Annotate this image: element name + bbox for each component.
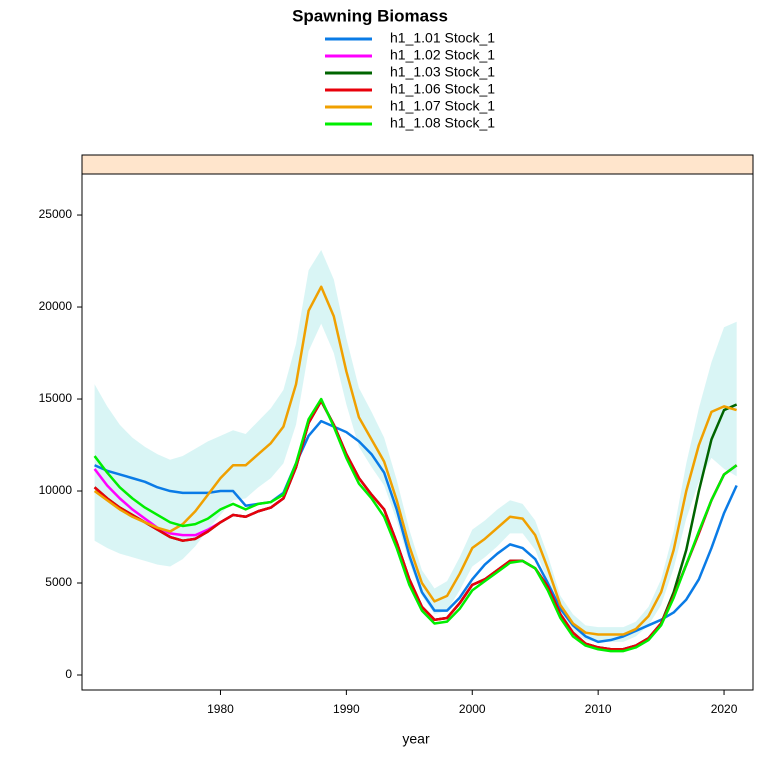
legend-label: h1_1.07 Stock_1: [390, 98, 495, 114]
y-tick-label: 5000: [45, 575, 72, 589]
x-tick-label: 1990: [333, 702, 360, 716]
legend-label: h1_1.02 Stock_1: [390, 47, 495, 63]
x-axis-label: year: [402, 731, 430, 747]
plot-frame: [81, 173, 754, 691]
series-line: [93, 285, 737, 636]
legend-label: h1_1.01 Stock_1: [390, 30, 495, 46]
x-tick-label: 2020: [711, 702, 738, 716]
y-tick-label: 25000: [39, 207, 73, 221]
y-tick-label: 0: [65, 667, 72, 681]
series-line: [93, 399, 738, 651]
x-tick-label: 1980: [207, 702, 234, 716]
x-tick-label: 2010: [585, 702, 612, 716]
series-line: [93, 397, 738, 653]
panel-strip: [81, 154, 754, 175]
chart-title: Spawning Biomass: [292, 6, 448, 25]
y-tick-label: 20000: [39, 299, 73, 313]
plot-area: [93, 249, 738, 653]
series-line: [94, 419, 738, 644]
legend-label: h1_1.06 Stock_1: [390, 81, 495, 97]
y-tick-label: 10000: [39, 483, 73, 497]
legend-label: h1_1.08 Stock_1: [390, 115, 495, 131]
x-tick-label: 2000: [459, 702, 486, 716]
legend-label: h1_1.03 Stock_1: [390, 64, 495, 80]
y-tick-label: 15000: [39, 391, 73, 405]
